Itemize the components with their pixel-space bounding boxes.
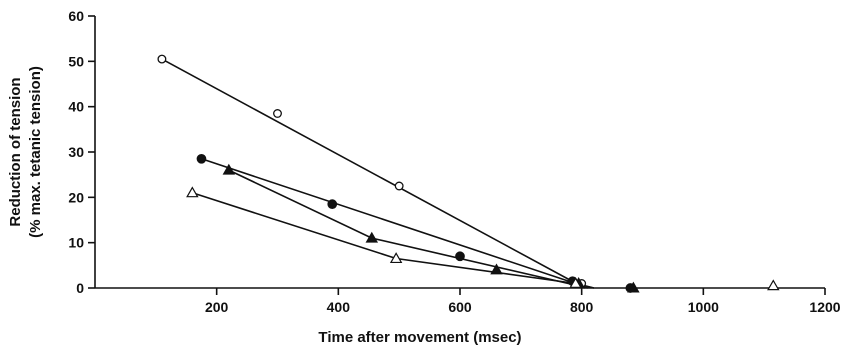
filled-circle-point xyxy=(196,153,207,164)
open-circle-point xyxy=(157,54,167,64)
y-tick-label: 10 xyxy=(68,235,84,251)
x-tick-label: 1200 xyxy=(809,299,840,315)
fit-line-open-circle xyxy=(161,58,586,289)
x-tick-label: 200 xyxy=(205,299,229,315)
data-markers xyxy=(157,54,780,293)
filled-triangle-point xyxy=(365,231,379,243)
open-triangle-point xyxy=(767,279,780,291)
open-triangle-point xyxy=(186,186,199,198)
y-tick-label: 0 xyxy=(76,280,84,296)
y-axis-title-line-2: (% max. tetanic tension) xyxy=(27,66,44,238)
filled-triangle-point xyxy=(490,263,503,275)
filled-triangle-point xyxy=(627,281,640,293)
open-circle-point xyxy=(273,109,282,118)
x-tick-label: 800 xyxy=(570,299,594,315)
axes: 0 10 20 30 40 50 60 200 400 600 800 1000 1200 xyxy=(68,8,840,315)
x-axis-title: Time after movement (msec) xyxy=(318,329,521,346)
open-triangle-point xyxy=(389,252,403,264)
x-tick-label: 400 xyxy=(327,299,351,315)
x-tick-label: 1000 xyxy=(688,299,719,315)
y-tick-label: 60 xyxy=(68,8,84,24)
open-triangle-point xyxy=(569,277,582,288)
y-tick-label: 20 xyxy=(68,189,84,205)
y-axis-title-line-1: Reduction of tension xyxy=(7,77,24,226)
fit-line-filled-circle xyxy=(201,158,594,289)
y-tick-label: 30 xyxy=(68,144,84,160)
y-tick-label: 50 xyxy=(68,53,84,69)
fit-line-open-triangle xyxy=(192,192,594,289)
x-tick-label: 600 xyxy=(448,299,472,315)
filled-circle-point xyxy=(455,251,465,262)
filled-circle-point xyxy=(327,199,338,209)
y-tick-label: 40 xyxy=(68,99,84,115)
open-circle-point xyxy=(394,181,404,191)
filled-triangle-point xyxy=(222,163,236,175)
